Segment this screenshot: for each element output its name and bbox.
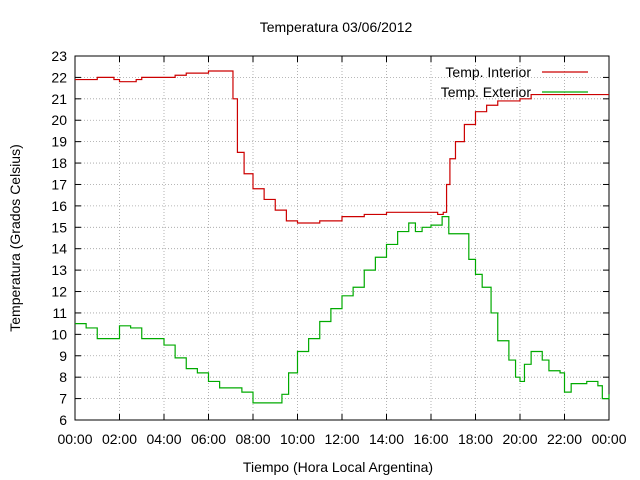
y-tick-label: 18 xyxy=(51,155,67,171)
y-tick-label: 21 xyxy=(51,91,67,107)
x-tick-label: 00:00 xyxy=(57,431,92,447)
x-tick-label: 18:00 xyxy=(458,431,493,447)
x-tick-label: 02:00 xyxy=(102,431,137,447)
y-tick-label: 6 xyxy=(59,412,67,428)
y-tick-label: 20 xyxy=(51,112,67,128)
y-tick-label: 7 xyxy=(59,391,67,407)
y-tick-label: 12 xyxy=(51,284,67,300)
y-tick-label: 11 xyxy=(52,305,67,321)
chart-title: Temperatura 03/06/2012 xyxy=(260,19,413,35)
y-tick-label: 17 xyxy=(51,176,67,192)
legend-label: Temp. Exterior xyxy=(441,84,532,100)
legend-label: Temp. Interior xyxy=(445,64,531,80)
x-axis-label: Tiempo (Hora Local Argentina) xyxy=(243,459,433,475)
y-tick-label: 13 xyxy=(51,262,67,278)
y-tick-label: 10 xyxy=(51,326,67,342)
x-tick-label: 10:00 xyxy=(280,431,315,447)
y-tick-label: 19 xyxy=(51,134,67,150)
y-tick-label: 15 xyxy=(51,219,67,235)
legend: Temp. Interior Temp. Exterior xyxy=(441,64,588,100)
x-tick-label: 20:00 xyxy=(502,431,537,447)
x-tick-label: 08:00 xyxy=(235,431,270,447)
y-tick-label: 16 xyxy=(51,198,67,214)
x-tick-label: 06:00 xyxy=(191,431,226,447)
x-tick-label: 16:00 xyxy=(413,431,448,447)
series-lines xyxy=(75,70,610,404)
y-tick-label: 23 xyxy=(51,48,67,64)
y-tick-label: 14 xyxy=(51,241,67,257)
grid-lines xyxy=(75,56,609,420)
axis-ticks: 6 7 8 9 10 11 12 13 14 15 16 17 18 19 20 21 22 23 00:00 02:… xyxy=(51,48,626,447)
x-tick-label: 22:00 xyxy=(547,431,582,447)
x-tick-label: 12:00 xyxy=(324,431,359,447)
x-tick-label: 14:00 xyxy=(369,431,404,447)
y-tick-label: 8 xyxy=(59,369,67,385)
y-tick-label: 9 xyxy=(59,348,67,364)
y-axis-label: Temperatura (Grados Celsius) xyxy=(7,144,23,332)
x-tick-label: 04:00 xyxy=(146,431,181,447)
x-tick-label: 00:00 xyxy=(591,431,626,447)
series-line-interior xyxy=(75,70,609,224)
series-line-exterior xyxy=(75,215,610,404)
y-tick-label: 22 xyxy=(51,69,67,85)
